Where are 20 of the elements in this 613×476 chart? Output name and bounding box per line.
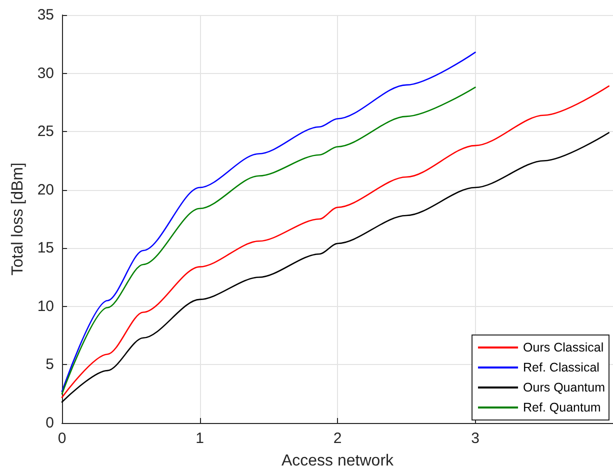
y-axis-title: Total loss [dBm]	[10, 162, 26, 276]
y-tick-label: 15	[37, 240, 54, 257]
x-tick-label: 0	[58, 430, 66, 447]
x-tick-label: 2	[333, 430, 342, 447]
x-tick-label: 1	[196, 430, 204, 447]
legend-label: Ref. Classical	[523, 360, 600, 374]
y-tick-label: 25	[37, 123, 54, 140]
y-tick-label: 0	[46, 414, 54, 432]
y-tick-label: 20	[37, 181, 54, 198]
y-tick-label: 30	[37, 64, 54, 82]
x-axis-title: Access network	[281, 452, 395, 470]
legend-label: Ours Classical	[523, 340, 604, 354]
line-series	[61, 85, 610, 398]
x-tick-label: 3	[471, 430, 480, 447]
legend-label: Ours Quantum	[523, 380, 606, 394]
y-tick-label: 10	[37, 298, 54, 315]
legend-label: Ref. Quantum	[523, 400, 601, 414]
y-tick-label: 35	[37, 6, 54, 24]
y-tick-label: 5	[46, 356, 54, 374]
line-series	[61, 132, 610, 403]
